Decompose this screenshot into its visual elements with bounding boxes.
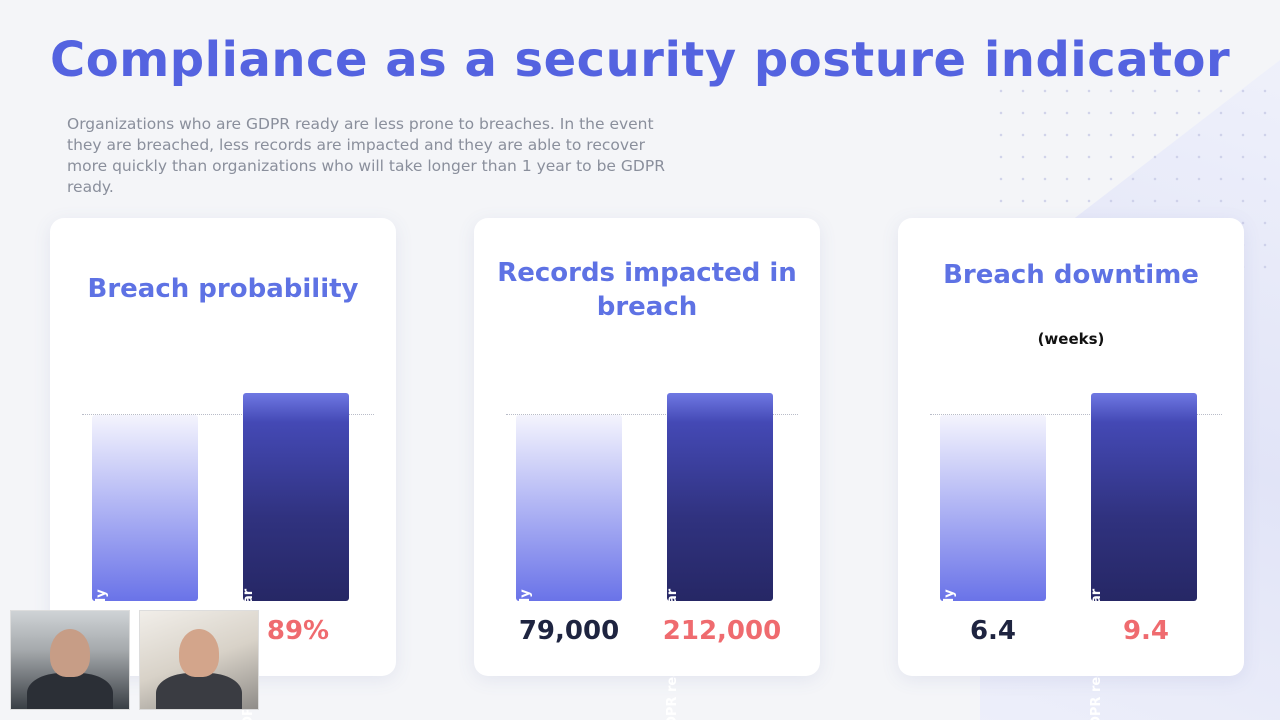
card-title: Breach downtime [943,260,1199,290]
card-title: Breach probability [87,274,359,304]
slide-title: Compliance as a security posture indicat… [50,32,1231,88]
reference-line [930,414,1222,415]
bar-label: GDPR ready >1 year [665,589,680,720]
bar-gdpr-ready: GDPR ready [940,415,1046,676]
bar-gdpr-ready-over-1-year: GDPR ready >1 year [1089,393,1197,720]
webcam-feed-presenter-1 [10,610,130,710]
value-gdpr-ready-over-1-year: 89% [266,616,330,646]
reference-line [82,414,374,415]
person-silhouette [27,673,113,709]
card-title: Records impacted in breach [497,258,797,322]
value-gdpr-ready: 79,000 [518,616,620,646]
bar-gdpr-ready-over-1-year: GDPR ready >1 year [665,393,773,720]
stat-card-breach-downtime: Breach downtime (weeks) GDPR ready GDPR … [898,218,1244,720]
card-unit: (weeks) [1037,330,1105,348]
value-gdpr-ready-over-1-year: 212,000 [662,616,782,646]
reference-line [506,414,798,415]
value-gdpr-ready-over-1-year: 9.4 [1122,616,1170,646]
bar-gdpr-ready-over-1-year: GDPR ready >1 year [241,393,349,720]
stat-card-records-impacted: Records impacted in breach GDPR ready GD… [474,218,820,720]
webcam-feed-presenter-2 [139,610,259,710]
stat-card-breach-probability: Breach probability GDPR ready GDPR ready… [50,218,396,720]
bar-gdpr-ready: GDPR ready [516,415,622,676]
person-head [50,629,90,677]
bar-label: GDPR ready >1 year [1089,589,1104,720]
person-head [179,629,219,677]
slide-subtitle: Organizations who are GDPR ready are les… [67,115,665,196]
bar-gdpr-ready: GDPR ready [92,415,198,676]
person-silhouette [156,673,242,709]
value-gdpr-ready: 6.4 [969,616,1017,646]
